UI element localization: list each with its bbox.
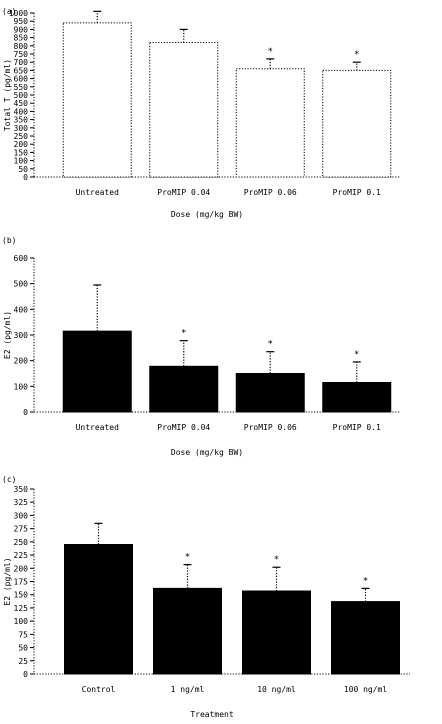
y-tick-label: 400: [14, 107, 29, 116]
y-tick-label: 50: [18, 165, 28, 174]
chart-panel-3: (c) 0 25 50 75 100 125 150 175 200 225 250 275 300 325…: [2, 475, 410, 719]
y-axis-title: E2 (pg/ml): [3, 311, 12, 359]
y-tick-label: 175: [14, 578, 29, 587]
y-tick-label: 100: [14, 617, 29, 626]
y-tick-label: 100: [14, 157, 29, 166]
significance-mark: *: [268, 340, 273, 350]
x-axis-title: Dose (mg/kg BW): [171, 448, 243, 457]
x-axis-title: Dose (mg/kg BW): [171, 210, 243, 219]
y-tick-label: 150: [14, 148, 29, 157]
bar: [322, 69, 392, 178]
y-tick-label: 700: [14, 58, 29, 67]
y-tick-label: 25: [18, 657, 28, 666]
y-tick-label: 600: [14, 254, 29, 263]
y-tick-label: 850: [14, 34, 29, 43]
y-tick-label: 300: [14, 511, 29, 520]
chart-panel-1: (a) 0501001502002503003504004505005506006…: [2, 7, 400, 219]
category-label: Untreated: [76, 188, 120, 197]
y-tick-label: 225: [14, 551, 29, 560]
y-tick-label: 800: [14, 42, 29, 51]
y-tick-label: 100: [14, 382, 29, 391]
panel-tag: (c): [2, 475, 16, 484]
category-label: ProMIP 0.06: [244, 188, 297, 197]
significance-mark: *: [363, 576, 368, 586]
y-tick-label: 275: [14, 525, 29, 534]
y-tick-label: 200: [14, 357, 29, 366]
y-tick-label: 650: [14, 66, 29, 75]
category-label: 10 ng/ml: [257, 685, 296, 694]
bar: [62, 22, 132, 178]
y-tick-label: 750: [14, 50, 29, 59]
category-label: Control: [82, 685, 116, 694]
y-tick-label: 450: [14, 99, 29, 108]
y-tick-label: 125: [14, 604, 29, 613]
panel-tag: (b): [2, 236, 16, 245]
significance-mark: *: [182, 329, 187, 339]
significance-mark: *: [274, 555, 279, 565]
category-label: ProMIP 0.1: [333, 188, 381, 197]
bar: [235, 68, 305, 178]
y-tick-label: 250: [14, 538, 29, 547]
y-tick-label: 200: [14, 140, 29, 149]
y-tick-label: 400: [14, 305, 29, 314]
bar: [322, 381, 392, 413]
y-axis-title: E2 (pg/ml): [3, 557, 12, 605]
significance-mark: *: [355, 350, 360, 360]
y-tick-label: 50: [18, 644, 28, 653]
bar: [149, 365, 219, 413]
chart-panel-2: (b) 0 100 200 300 400 500 600 E2 (pg/ml) Untreate…: [2, 236, 400, 457]
y-tick-label: 350: [14, 485, 29, 494]
y-tick-label: 300: [14, 124, 29, 133]
y-tick-label: 900: [14, 25, 29, 34]
y-tick-label: 0: [23, 408, 28, 417]
bar: [62, 330, 132, 413]
bar: [331, 601, 400, 675]
bar: [242, 590, 311, 675]
bar: [149, 42, 219, 178]
y-tick-label: 350: [14, 116, 29, 125]
category-label: Untreated: [76, 423, 120, 432]
y-tick-label: 0: [23, 670, 28, 679]
y-tick-label: 200: [14, 564, 29, 573]
category-label: ProMIP 0.06: [244, 423, 297, 432]
y-tick-label: 550: [14, 83, 29, 92]
significance-mark: *: [185, 553, 190, 563]
category-label: ProMIP 0.04: [157, 188, 210, 197]
y-tick-label: 500: [14, 280, 29, 289]
bar: [64, 544, 133, 675]
y-tick-label: 500: [14, 91, 29, 100]
y-axis-title: Total T (pg/ml): [3, 59, 12, 131]
y-tick-label: 600: [14, 75, 29, 84]
y-tick-label: 325: [14, 498, 29, 507]
panel-tag: (a): [2, 7, 16, 16]
y-tick-label: 250: [14, 132, 29, 141]
x-axis-title: Treatment: [190, 710, 234, 719]
y-tick-label: 150: [14, 591, 29, 600]
category-label: ProMIP 0.1: [333, 423, 381, 432]
bar: [235, 373, 305, 413]
category-label: 100 ng/ml: [344, 685, 388, 694]
significance-mark: *: [268, 47, 273, 57]
y-tick-label: 300: [14, 331, 29, 340]
category-label: ProMIP 0.04: [157, 423, 210, 432]
y-tick-label: 950: [14, 17, 29, 26]
y-tick-label: 75: [18, 630, 28, 639]
y-tick-label: 1000: [9, 9, 28, 18]
y-tick-label: 0: [23, 173, 28, 182]
significance-mark: *: [355, 50, 360, 60]
bar: [153, 587, 222, 675]
category-label: 1 ng/ml: [171, 685, 205, 694]
